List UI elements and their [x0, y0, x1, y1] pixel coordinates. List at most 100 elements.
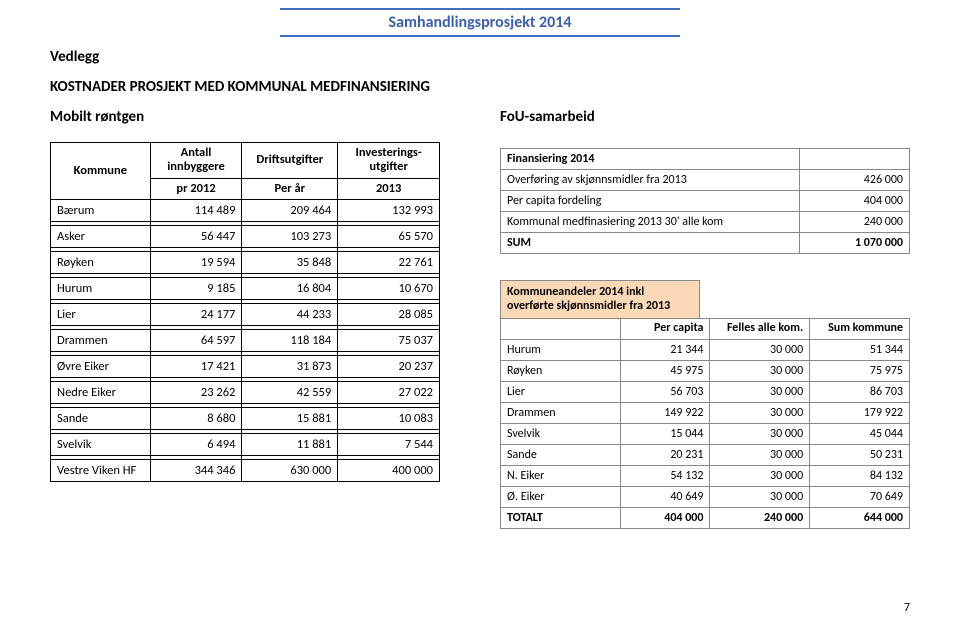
cell-pc: 21 344: [620, 339, 710, 360]
table-row: Hurum9 18516 80410 670: [51, 278, 440, 300]
cell-name: Vestre Viken HF: [51, 460, 151, 482]
cell-drift: 15 881: [242, 408, 338, 430]
cell-drift: 16 804: [242, 278, 338, 300]
table-row: Ø. Eiker40 64930 00070 649: [501, 486, 910, 507]
cell-inv: 10 670: [338, 278, 440, 300]
cell-sum: 70 649: [810, 486, 910, 507]
cell-pop: 56 447: [150, 226, 242, 248]
total-sum: 644 000: [810, 507, 910, 528]
table-row: N. Eiker54 13230 00084 132: [501, 465, 910, 486]
table-header-row: Per capita Felles alle kom. Sum kommune: [501, 319, 910, 340]
cell-sum: 51 344: [810, 339, 910, 360]
total-row: TOTALT 404 000 240 000 644 000: [501, 507, 910, 528]
cell-pc: 56 703: [620, 381, 710, 402]
col-2013: 2013: [338, 178, 440, 199]
col-sumkommune: Sum kommune: [810, 319, 910, 340]
cell-name: Nedre Eiker: [51, 382, 151, 404]
cell-drift: 31 873: [242, 356, 338, 378]
table-row: Røyken19 59435 84822 761: [51, 252, 440, 274]
cell-name: Hurum: [51, 278, 151, 300]
table-row: Sande20 23130 00050 231: [501, 444, 910, 465]
table-header-row: Kommune Antall innbyggere Driftsutgifter…: [51, 143, 440, 179]
kommuneandeler-table: Per capita Felles alle kom. Sum kommune …: [500, 318, 910, 529]
cell-inv: 7 544: [338, 434, 440, 456]
cell-pop: 17 421: [150, 356, 242, 378]
cell-name: Svelvik: [51, 434, 151, 456]
cell-inv: 20 237: [338, 356, 440, 378]
table-row: Kommunal medfinasiering 2013 30' alle ko…: [501, 212, 910, 233]
sum-label: SUM: [501, 233, 800, 254]
cell-drift: 118 184: [242, 330, 338, 352]
cell-label: Overføring av skjønnsmidler fra 2013: [501, 170, 800, 191]
table-row: Lier24 17744 23328 085: [51, 304, 440, 326]
col-kommune: Kommune: [51, 143, 151, 200]
col-invest: Investerings-utgifter: [338, 143, 440, 179]
table-row: Drammen149 92230 000179 922: [501, 402, 910, 423]
col-antall: Antall innbyggere: [150, 143, 242, 179]
cell-name: Lier: [51, 304, 151, 326]
cell-inv: 400 000: [338, 460, 440, 482]
cell-inv: 75 037: [338, 330, 440, 352]
cell-fk: 30 000: [710, 381, 810, 402]
table-header-row: Finansiering 2014: [501, 149, 910, 170]
total-fk: 240 000: [710, 507, 810, 528]
cell-pc: 15 044: [620, 423, 710, 444]
cell-sum: 179 922: [810, 402, 910, 423]
cell-sum: 86 703: [810, 381, 910, 402]
empty-cell: [800, 149, 910, 170]
cell-fk: 30 000: [710, 339, 810, 360]
cell-drift: 630 000: [242, 460, 338, 482]
table-row: Svelvik15 04430 00045 044: [501, 423, 910, 444]
cell-pc: 20 231: [620, 444, 710, 465]
cell-drift: 42 559: [242, 382, 338, 404]
col-name: [501, 319, 621, 340]
cell-name: Røyken: [51, 252, 151, 274]
col-pr2012: pr 2012: [150, 178, 242, 199]
subheading-left: Mobilt røntgen: [50, 108, 144, 126]
table-row: Øvre Eiker17 42131 87320 237: [51, 356, 440, 378]
subheading-right: FoU-samarbeid: [500, 108, 595, 126]
cell-pop: 23 262: [150, 382, 242, 404]
table-row: Røyken45 97530 00075 975: [501, 360, 910, 381]
cell-pop: 6 494: [150, 434, 242, 456]
cell-name: Drammen: [501, 402, 621, 423]
cell-sum: 75 975: [810, 360, 910, 381]
table-row: Overføring av skjønnsmidler fra 2013426 …: [501, 170, 910, 191]
table-row: Asker56 447103 27365 570: [51, 226, 440, 248]
table-row: Drammen64 597118 18475 037: [51, 330, 440, 352]
cell-name: Øvre Eiker: [51, 356, 151, 378]
cell-fk: 30 000: [710, 360, 810, 381]
kostnader-table: Kommune Antall innbyggere Driftsutgifter…: [50, 142, 440, 482]
cell-name: Svelvik: [501, 423, 621, 444]
total-pc: 404 000: [620, 507, 710, 528]
cell-name: Hurum: [501, 339, 621, 360]
col-percapita: Per capita: [620, 319, 710, 340]
cell-name: Bærum: [51, 200, 151, 222]
table-row: Svelvik6 49411 8817 544: [51, 434, 440, 456]
table-row: Nedre Eiker23 26242 55927 022: [51, 382, 440, 404]
cell-sum: 50 231: [810, 444, 910, 465]
cell-label: Per capita fordeling: [501, 191, 800, 212]
cell-pop: 344 346: [150, 460, 242, 482]
cell-pop: 64 597: [150, 330, 242, 352]
cell-pc: 40 649: [620, 486, 710, 507]
table-row: Sande8 68015 88110 083: [51, 408, 440, 430]
cell-name: Ø. Eiker: [501, 486, 621, 507]
cell-sum: 84 132: [810, 465, 910, 486]
cell-value: 240 000: [800, 212, 910, 233]
cell-pop: 24 177: [150, 304, 242, 326]
cell-sum: 45 044: [810, 423, 910, 444]
cell-drift: 44 233: [242, 304, 338, 326]
cell-label: Kommunal medfinasiering 2013 30' alle ko…: [501, 212, 800, 233]
col-felles: Felles alle kom.: [710, 319, 810, 340]
sum-value: 1 070 000: [800, 233, 910, 254]
cell-value: 404 000: [800, 191, 910, 212]
cell-fk: 30 000: [710, 465, 810, 486]
cell-pc: 45 975: [620, 360, 710, 381]
cell-pc: 149 922: [620, 402, 710, 423]
table-row: Lier56 70330 00086 703: [501, 381, 910, 402]
cell-name: N. Eiker: [501, 465, 621, 486]
cell-name: Røyken: [501, 360, 621, 381]
cell-name: Lier: [501, 381, 621, 402]
page-banner: Samhandlingsprosjekt 2014: [280, 8, 680, 37]
